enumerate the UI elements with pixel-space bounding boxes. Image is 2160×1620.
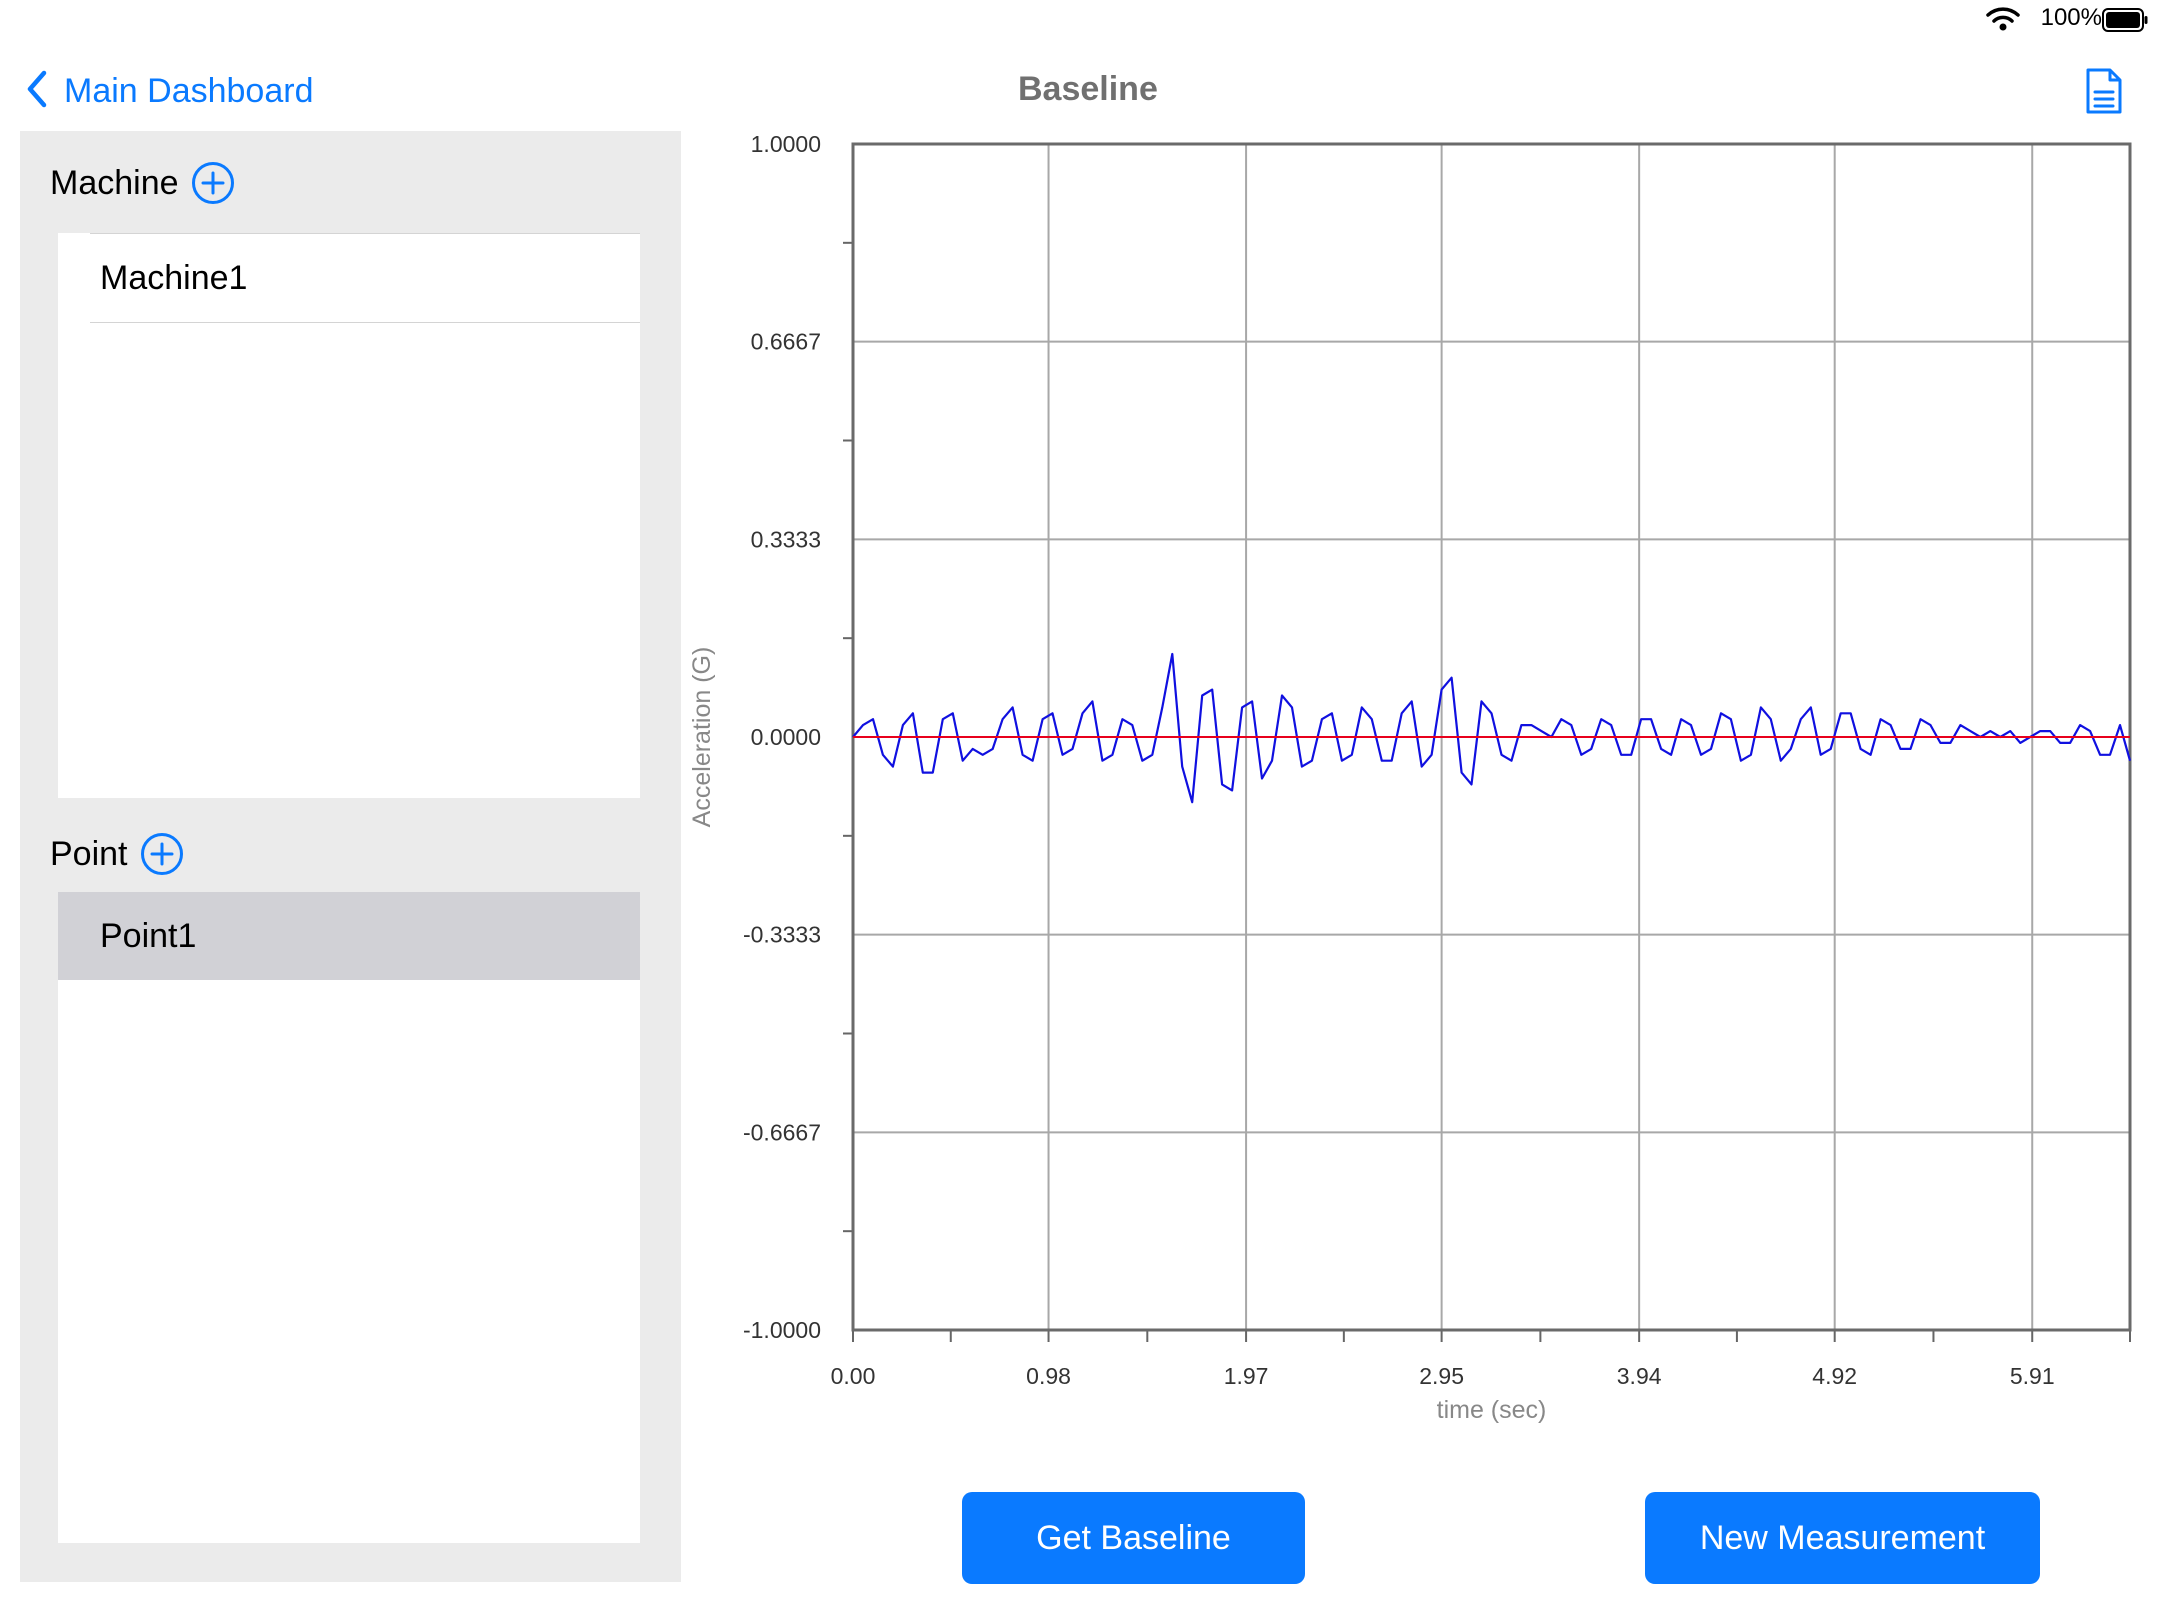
status-bar: 100% <box>1760 0 2160 40</box>
y-tick-label: -1.0000 <box>743 1317 821 1343</box>
list-item-point1[interactable]: Point1 <box>58 892 640 980</box>
y-tick-label: 1.0000 <box>751 131 821 157</box>
point-section-header: Point <box>50 832 184 876</box>
document-icon <box>2084 68 2124 120</box>
chart-svg: 0.00 0.98 1.97 2.95 3.94 4.92 5.91 1.0000 0.6667… <box>688 131 2132 1424</box>
signal-series-line <box>852 652 2132 804</box>
get-baseline-button[interactable]: Get Baseline <box>962 1492 1305 1584</box>
document-button[interactable] <box>2084 66 2124 121</box>
machine-section-title: Machine <box>50 163 179 202</box>
point-section-title: Point <box>50 834 128 873</box>
x-tick-label: 3.94 <box>1617 1363 1662 1389</box>
back-button[interactable]: Main Dashboard <box>24 66 313 116</box>
y-tick-label: -0.6667 <box>743 1119 821 1145</box>
plus-circle-icon <box>140 833 183 875</box>
y-tick-label: 0.0000 <box>751 724 821 750</box>
wifi-icon <box>1986 6 2020 37</box>
add-machine-button[interactable] <box>191 161 235 205</box>
list-item-label: Machine1 <box>100 259 248 297</box>
battery-percentage: 100% <box>2040 4 2102 31</box>
new-measurement-button[interactable]: New Measurement <box>1645 1492 2040 1584</box>
battery-icon <box>2102 8 2148 37</box>
point-list: Point1 <box>58 892 640 1543</box>
sidebar: Machine Machine1 Point Point1 <box>20 131 681 1582</box>
page-title: Baseline <box>1018 70 1158 108</box>
row-separator <box>90 233 640 234</box>
x-axis-label: time (sec) <box>1437 1396 1547 1424</box>
y-tick-label: 0.3333 <box>751 526 821 552</box>
x-tick-label: 5.91 <box>2010 1363 2055 1389</box>
y-axis-label: Acceleration (G) <box>688 647 716 828</box>
get-baseline-label: Get Baseline <box>1036 1518 1231 1557</box>
x-tick-label: 2.95 <box>1419 1363 1464 1389</box>
back-button-label: Main Dashboard <box>64 71 314 110</box>
y-tick-label: -0.3333 <box>743 922 821 948</box>
x-tick-label: 1.97 <box>1224 1363 1269 1389</box>
add-point-button[interactable] <box>140 832 184 876</box>
x-tick-label: 0.98 <box>1026 1363 1071 1389</box>
acceleration-chart: 0.00 0.98 1.97 2.95 3.94 4.92 5.91 1.0000 0.6667… <box>680 120 2160 1440</box>
plus-circle-icon <box>191 162 234 204</box>
row-separator <box>90 322 640 323</box>
x-tick-label: 0.00 <box>831 1363 876 1389</box>
new-measurement-label: New Measurement <box>1699 1518 1986 1557</box>
chevron-left-icon <box>24 69 50 114</box>
machine-section-header: Machine <box>50 161 235 205</box>
machine-list: Machine1 <box>58 233 640 798</box>
list-item-machine1[interactable]: Machine1 <box>58 234 640 322</box>
list-item-label: Point1 <box>100 917 197 955</box>
x-tick-label: 4.92 <box>1812 1363 1857 1389</box>
y-tick-label: 0.6667 <box>751 329 821 355</box>
